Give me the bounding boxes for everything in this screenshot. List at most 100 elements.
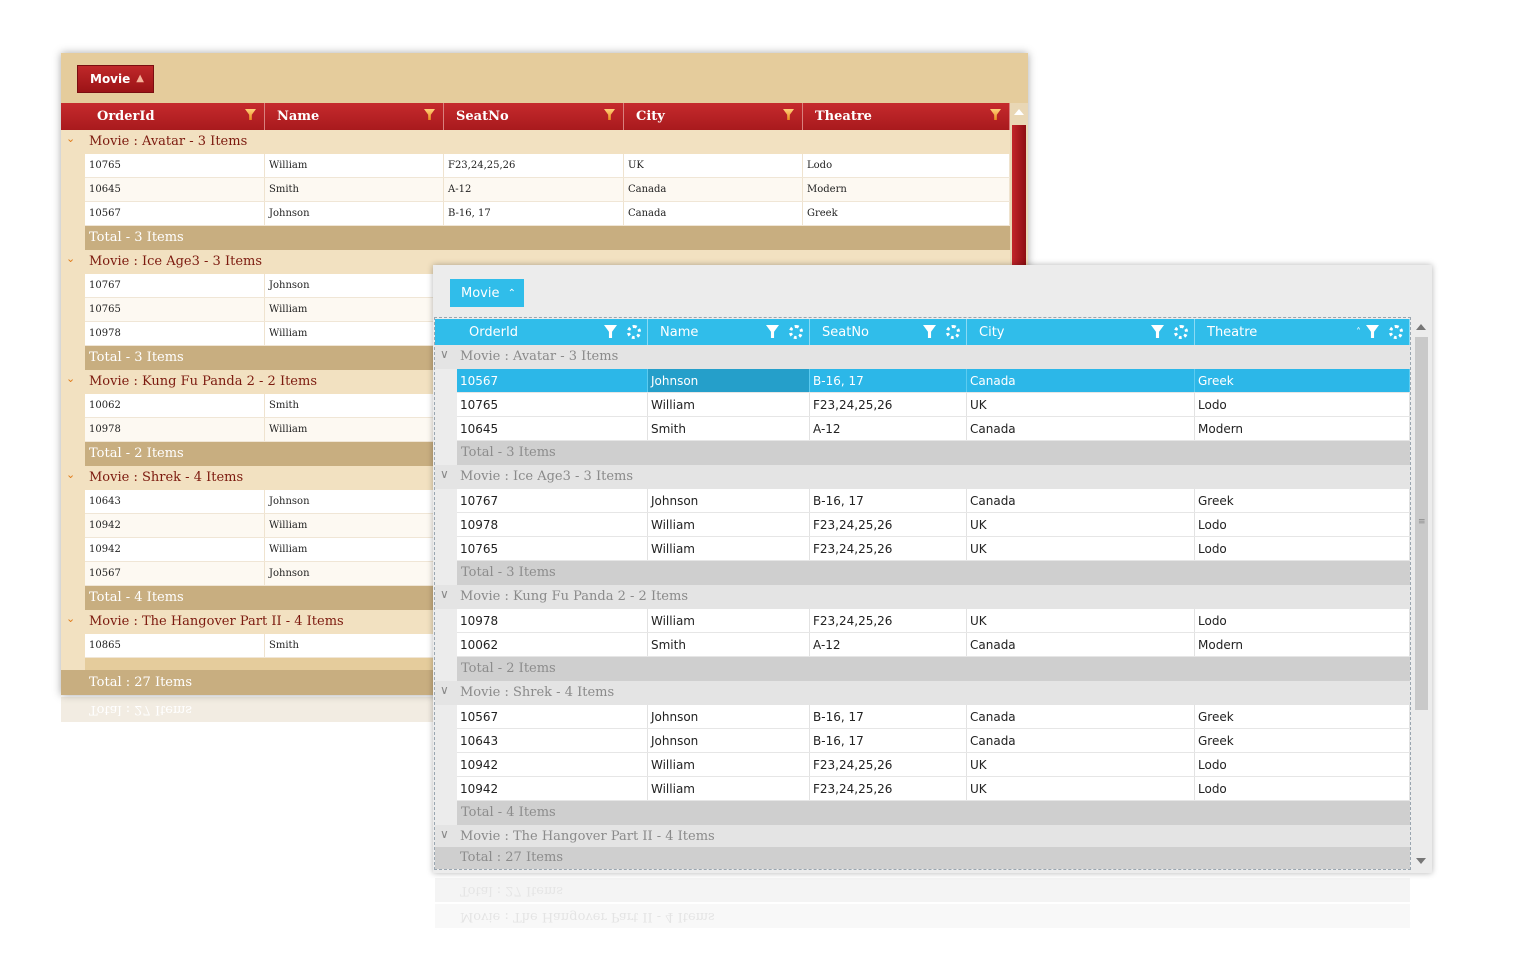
collapse-icon[interactable]: ⌄ <box>66 612 76 625</box>
scroll-down-icon[interactable] <box>1416 858 1426 864</box>
table-cell[interactable]: William <box>648 753 810 776</box>
scroll-up-icon[interactable] <box>1416 324 1426 330</box>
filter-icon[interactable] <box>245 109 256 120</box>
filter-icon[interactable] <box>604 109 615 120</box>
column-header-seatno[interactable]: SeatNo <box>810 319 967 345</box>
table-cell[interactable]: 10978 <box>457 513 648 536</box>
filter-icon[interactable] <box>1151 325 1164 338</box>
group-row[interactable]: ⌄ Movie : Avatar - 3 Items <box>61 130 1010 154</box>
table-cell[interactable]: 10765 <box>457 393 648 416</box>
table-cell[interactable]: Canada <box>967 729 1195 752</box>
table-cell[interactable]: Smith <box>648 417 810 440</box>
table-cell[interactable]: William <box>648 777 810 800</box>
table-cell[interactable]: Lodo <box>1195 393 1410 416</box>
column-header-orderid[interactable]: OrderId <box>457 319 648 345</box>
table-cell[interactable]: A-12 <box>810 417 967 440</box>
table-cell[interactable]: B-16, 17 <box>810 489 967 512</box>
table-row[interactable]: 10942 William F23,24,25,26 UK Lodo <box>457 753 1410 777</box>
collapse-icon[interactable]: ∨ <box>440 347 449 361</box>
collapse-icon[interactable]: ∨ <box>440 827 449 841</box>
column-options-icon[interactable] <box>1389 325 1403 339</box>
column-options-icon[interactable] <box>627 325 641 339</box>
filter-icon[interactable] <box>923 325 936 338</box>
column-header-city[interactable]: City <box>624 103 803 130</box>
collapse-icon[interactable]: ⌄ <box>66 372 76 385</box>
filter-icon[interactable] <box>604 325 617 338</box>
table-row[interactable]: 10978 William F23,24,25,26 UK Lodo <box>457 513 1410 537</box>
table-cell[interactable]: Johnson <box>648 705 810 728</box>
table-cell[interactable]: Lodo <box>1195 537 1410 560</box>
column-header-orderid[interactable]: OrderId <box>85 103 265 130</box>
table-row[interactable]: 10765 William F23,24,25,26 UK Lodo <box>85 154 1010 178</box>
group-row[interactable]: ∨ Movie : Ice Age3 - 3 Items <box>435 465 1410 489</box>
collapse-icon[interactable]: ⌄ <box>66 468 76 481</box>
collapse-icon[interactable]: ∨ <box>440 683 449 697</box>
column-header-name[interactable]: Name <box>265 103 444 130</box>
table-cell[interactable]: UK <box>967 753 1195 776</box>
table-cell[interactable]: Greek <box>1195 369 1410 392</box>
group-row[interactable]: ⌄ Movie : Ice Age3 - 3 Items <box>61 250 1010 274</box>
collapse-icon[interactable]: ∨ <box>440 587 449 601</box>
collapse-icon[interactable]: ∨ <box>440 467 449 481</box>
table-row[interactable]: 10062 Smith A-12 Canada Modern <box>457 633 1410 657</box>
table-row[interactable]: 10978 William F23,24,25,26 UK Lodo <box>457 609 1410 633</box>
table-cell[interactable]: F23,24,25,26 <box>810 393 967 416</box>
table-cell[interactable]: 10567 <box>457 705 648 728</box>
table-cell[interactable]: William <box>648 513 810 536</box>
table-cell[interactable]: F23,24,25,26 <box>810 513 967 536</box>
group-by-movie-chip[interactable]: Movie ⌃ <box>450 279 524 307</box>
collapse-icon[interactable]: ⌄ <box>66 132 76 145</box>
table-cell[interactable]: Canada <box>967 369 1195 392</box>
column-header-theatre[interactable]: Theatre <box>803 103 1010 130</box>
column-options-icon[interactable] <box>789 325 803 339</box>
table-cell[interactable]: Greek <box>1195 705 1410 728</box>
table-row[interactable]: 10765 William F23,24,25,26 UK Lodo <box>457 537 1410 561</box>
column-header-name[interactable]: Name <box>648 319 810 345</box>
table-cell[interactable]: Smith <box>648 633 810 656</box>
collapse-icon[interactable]: ⌄ <box>66 252 76 265</box>
table-row[interactable]: 10645 Smith A-12 Canada Modern <box>457 417 1410 441</box>
table-cell[interactable]: 10645 <box>457 417 648 440</box>
table-cell[interactable]: Canada <box>967 417 1195 440</box>
filter-icon[interactable] <box>1366 325 1379 338</box>
table-cell[interactable]: Johnson <box>648 369 810 392</box>
table-cell[interactable]: 10978 <box>457 609 648 632</box>
selected-table-row[interactable]: 10567 Johnson B-16, 17 Canada Greek <box>457 369 1410 393</box>
filter-icon[interactable] <box>424 109 435 120</box>
table-cell[interactable]: William <box>648 609 810 632</box>
table-cell[interactable]: 10567 <box>457 369 648 392</box>
table-cell[interactable]: F23,24,25,26 <box>810 537 967 560</box>
table-cell[interactable]: UK <box>967 777 1195 800</box>
table-cell[interactable]: Lodo <box>1195 609 1410 632</box>
table-cell[interactable]: 10942 <box>457 777 648 800</box>
table-cell[interactable]: Lodo <box>1195 753 1410 776</box>
table-cell[interactable]: Greek <box>1195 489 1410 512</box>
group-row[interactable]: ∨ Movie : Shrek - 4 Items <box>435 681 1410 705</box>
group-by-movie-chip[interactable]: Movie ▲ <box>77 65 154 93</box>
table-cell[interactable]: 10767 <box>457 489 648 512</box>
column-header-theatre[interactable]: Theatre ˄ <box>1195 319 1410 345</box>
column-header-seatno[interactable]: SeatNo <box>444 103 624 130</box>
table-cell[interactable]: Greek <box>1195 729 1410 752</box>
table-cell[interactable]: B-16, 17 <box>810 705 967 728</box>
table-row[interactable]: 10645 Smith A-12 Canada Modern <box>85 178 1010 202</box>
filter-icon[interactable] <box>783 109 794 120</box>
table-cell[interactable]: 10643 <box>457 729 648 752</box>
column-header-city[interactable]: City <box>967 319 1195 345</box>
table-cell[interactable]: William <box>648 537 810 560</box>
scroll-thumb[interactable] <box>1415 337 1428 710</box>
filter-icon[interactable] <box>766 325 779 338</box>
table-cell[interactable]: Lodo <box>1195 777 1410 800</box>
table-cell[interactable]: F23,24,25,26 <box>810 753 967 776</box>
group-row[interactable]: ∨ Movie : Avatar - 3 Items <box>435 345 1410 369</box>
table-cell[interactable]: Lodo <box>1195 513 1410 536</box>
table-cell[interactable]: 10062 <box>457 633 648 656</box>
table-cell[interactable]: Johnson <box>648 729 810 752</box>
column-options-icon[interactable] <box>946 325 960 339</box>
table-cell[interactable]: B-16, 17 <box>810 369 967 392</box>
table-cell[interactable]: Canada <box>967 705 1195 728</box>
table-row[interactable]: 10765 William F23,24,25,26 UK Lodo <box>457 393 1410 417</box>
table-cell[interactable]: William <box>648 393 810 416</box>
table-cell[interactable]: A-12 <box>810 633 967 656</box>
table-cell[interactable]: Johnson <box>648 489 810 512</box>
